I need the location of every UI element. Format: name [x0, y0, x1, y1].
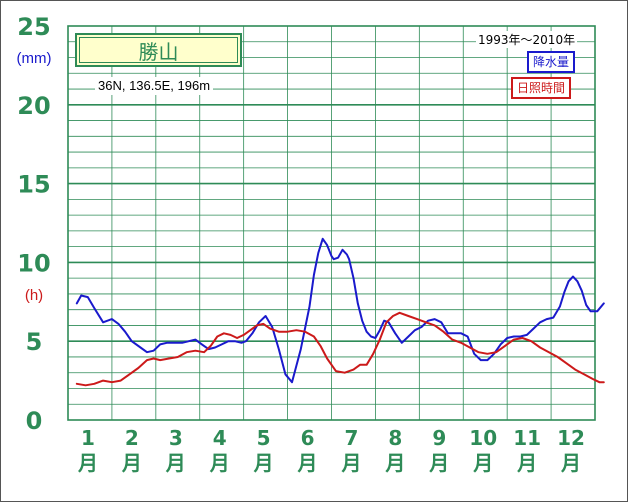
- month-number-label: 7: [344, 426, 358, 450]
- month-kanji-label: 月: [77, 451, 98, 475]
- month-number-label: 12: [557, 426, 585, 450]
- month-kanji-label: 月: [428, 451, 449, 475]
- series-lines: [75, 237, 605, 387]
- location-info: 36N, 136.5E, 196m: [95, 77, 214, 95]
- y-tick-label: 25: [17, 13, 50, 41]
- month-number-label: 2: [125, 426, 139, 450]
- period-label: 1993年〜2010年: [476, 31, 578, 48]
- month-kanji-label: 月: [560, 451, 581, 475]
- month-number-label: 4: [213, 426, 227, 450]
- month-kanji-label: 月: [340, 451, 361, 475]
- y-tick-label: 15: [17, 171, 50, 199]
- month-number-label: 1: [81, 426, 95, 450]
- left-unit-label: (mm): [17, 50, 52, 67]
- month-number-label: 5: [257, 426, 271, 450]
- station-name-box: 勝山: [75, 33, 242, 67]
- month-kanji-label: 月: [384, 451, 405, 475]
- sunshine-line: [75, 311, 605, 387]
- month-number-label: 8: [388, 426, 402, 450]
- month-kanji-label: 月: [472, 451, 493, 475]
- y-tick-label: 0: [26, 407, 43, 435]
- month-kanji-label: 月: [253, 451, 274, 475]
- month-kanji-label: 月: [165, 451, 186, 475]
- y-tick-label: 10: [17, 249, 50, 277]
- station-name: 勝山: [138, 39, 179, 64]
- y-tick-label: 20: [17, 92, 50, 120]
- month-number-label: 10: [469, 426, 497, 450]
- y-tick-labels: 0 5 10 15 20 25: [17, 13, 50, 435]
- month-number-label: 6: [301, 426, 315, 450]
- y-tick-label: 5: [26, 328, 43, 356]
- month-kanji-label: 月: [121, 451, 142, 475]
- legend-sunshine: 日照時間: [511, 77, 572, 99]
- month-kanji-label: 月: [209, 451, 230, 475]
- right-unit-label: (h): [25, 287, 43, 304]
- month-number-label: 9: [432, 426, 446, 450]
- precipitation-line: [75, 237, 605, 384]
- month-kanji-label: 月: [297, 451, 318, 475]
- month-kanji-label: 月: [516, 451, 537, 475]
- plot-border: [67, 25, 596, 421]
- month-number-label: 11: [513, 426, 541, 450]
- legend-precipitation: 降水量: [527, 51, 576, 73]
- month-number-label: 3: [169, 426, 183, 450]
